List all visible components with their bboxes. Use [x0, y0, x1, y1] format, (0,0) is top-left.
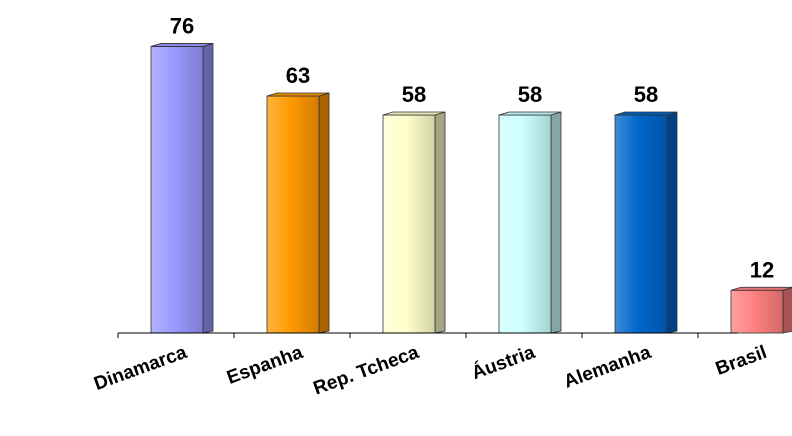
x-tick-label: Dinamarca [91, 342, 190, 395]
bar-front [382, 114, 436, 334]
bar-brasil [730, 286, 792, 334]
data-label: 76 [170, 13, 194, 38]
bar-top [382, 111, 446, 116]
bar-top [266, 92, 330, 97]
bar-side [782, 287, 792, 334]
x-tick-label: Áustria [469, 341, 538, 384]
bar-top [498, 111, 562, 116]
data-label: 58 [634, 82, 658, 107]
data-label: 12 [750, 257, 774, 282]
bar-front [614, 114, 668, 334]
x-axis [117, 332, 738, 338]
bar-top [730, 286, 792, 291]
bar-dinamarca [150, 42, 214, 334]
data-label: 63 [286, 63, 310, 88]
bar-side [666, 111, 678, 334]
bar-front [150, 46, 204, 334]
x-tick-label: Alemanha [561, 342, 654, 393]
bar-side [434, 111, 446, 334]
bar-front [730, 289, 784, 334]
bar-side [318, 92, 330, 334]
bar-top [150, 43, 214, 47]
bar-front [498, 114, 552, 334]
bar-front [266, 95, 320, 334]
x-tick-label: Brasil [713, 342, 770, 380]
x-tick-label: Espanha [224, 342, 306, 389]
data-label: 58 [518, 82, 542, 107]
bar-side [202, 42, 214, 334]
bar-áustria [498, 111, 562, 334]
bar-side [550, 111, 562, 334]
bar-top [614, 111, 678, 116]
bars-layer [150, 42, 792, 334]
data-label: 58 [402, 82, 426, 107]
bar-espanha [266, 92, 330, 334]
bar-alemanha [614, 111, 678, 334]
x-tick-label: Rep. Tcheca [311, 342, 422, 400]
bar-rep-tcheca [382, 111, 446, 334]
